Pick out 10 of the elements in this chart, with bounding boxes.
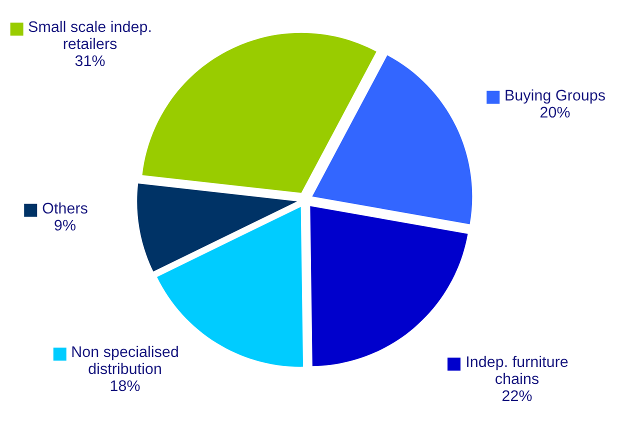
legend-label: Small scale indep. retailers [28, 20, 151, 50]
data-label: 22% [502, 390, 532, 402]
legend-label: Buying Groups [506, 89, 605, 104]
legend-label: Indep. furniture chains [467, 356, 568, 384]
data-label: 9% [54, 220, 76, 231]
legend-label: Others [42, 202, 88, 214]
legend-label: Non specialised distribution [72, 346, 178, 374]
data-label: 20% [540, 106, 570, 118]
data-label: 18% [110, 380, 140, 392]
data-label: 31% [75, 55, 105, 66]
